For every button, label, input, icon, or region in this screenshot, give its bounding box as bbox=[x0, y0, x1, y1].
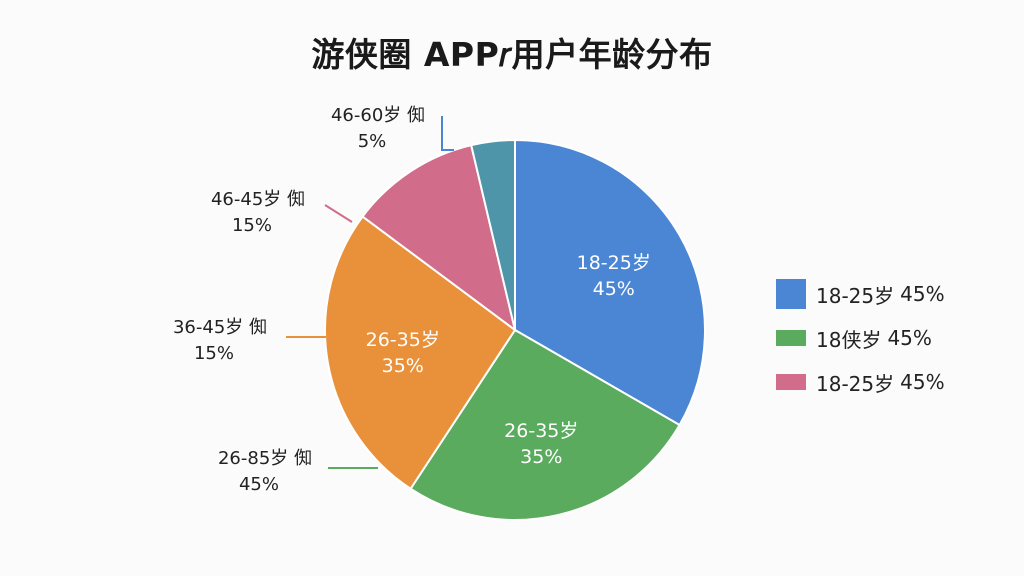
callout-leader-line bbox=[324, 204, 353, 223]
callout-value: 15% bbox=[232, 215, 272, 236]
legend-value: 45% bbox=[900, 370, 945, 394]
pie-slice bbox=[324, 215, 517, 491]
chart-title: 游侠圈 APP𝑟用户年龄分布 bbox=[311, 35, 713, 74]
pie-slice bbox=[409, 328, 681, 521]
callout-label: 36-45岁 倁 bbox=[173, 317, 267, 338]
legend-swatch bbox=[776, 279, 806, 309]
legend-swatch bbox=[776, 374, 806, 390]
callout-label: 46-60岁 倁 bbox=[331, 105, 425, 126]
callout-value: 15% bbox=[194, 343, 234, 364]
callout-value: 45% bbox=[239, 474, 279, 495]
slice-value-label: 35% bbox=[382, 355, 424, 377]
legend-item: 18侠岁 45% bbox=[776, 316, 945, 360]
legend-item: 18-25岁 45% bbox=[776, 272, 945, 316]
slice-label: 18-25岁 bbox=[577, 252, 651, 274]
legend-value: 45% bbox=[887, 326, 932, 350]
legend-item: 18-25岁 45% bbox=[776, 360, 945, 404]
legend-label: 18侠岁 bbox=[816, 327, 882, 352]
slice-label: 26-35岁 bbox=[504, 420, 578, 442]
slice-value-label: 45% bbox=[593, 278, 635, 300]
pie-slice bbox=[469, 138, 516, 331]
callout-leader-line bbox=[441, 116, 454, 151]
callout-value: 5% bbox=[358, 131, 387, 152]
legend: 18-25岁 45% 18侠岁 45% 18-25岁 45% bbox=[776, 272, 945, 404]
pie-slice bbox=[361, 143, 517, 333]
legend-label: 18-25岁 bbox=[816, 371, 895, 396]
legend-value: 45% bbox=[900, 282, 945, 306]
legend-swatch bbox=[776, 330, 806, 346]
callout-label: 26-85岁 倁 bbox=[218, 448, 312, 469]
callout-label: 46-45岁 倁 bbox=[211, 189, 305, 210]
slice-value-label: 35% bbox=[520, 446, 562, 468]
pie-slice bbox=[514, 138, 706, 427]
legend-label: 18-25岁 bbox=[816, 283, 895, 308]
slice-label: 26-35岁 bbox=[366, 329, 440, 351]
